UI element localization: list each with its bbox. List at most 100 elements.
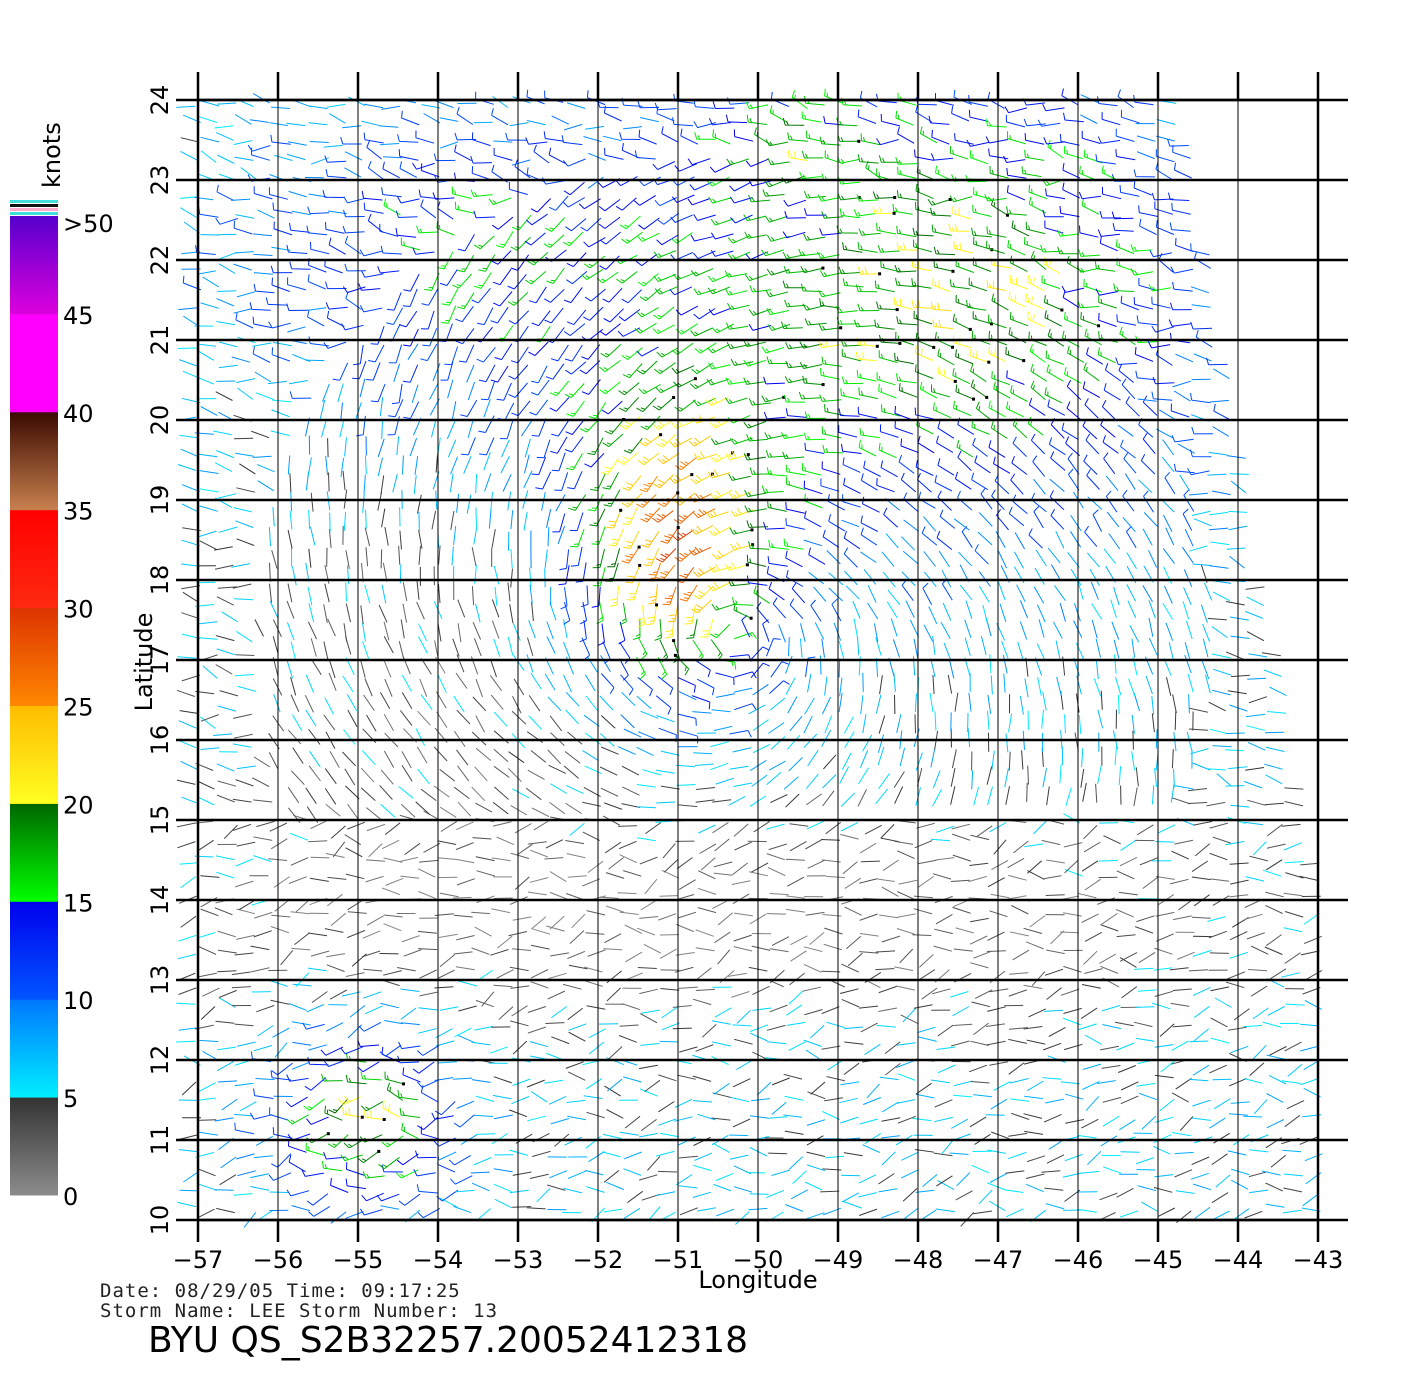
- wind-barb: [507, 582, 511, 602]
- wind-barb: [684, 604, 696, 625]
- wind-barb: [821, 970, 841, 973]
- wind-barb: [423, 842, 441, 853]
- wind-barb: [310, 950, 330, 957]
- wind-barb: [511, 710, 527, 725]
- wind-barb: [643, 943, 662, 954]
- wind-barb: [1173, 732, 1177, 752]
- wind-barb: [1181, 546, 1194, 564]
- wind-barb: [678, 804, 698, 808]
- wind-barb: [1245, 876, 1265, 882]
- wind-barb: [799, 341, 823, 349]
- wind-barb: [1266, 1119, 1285, 1129]
- wind-barb: [453, 695, 465, 713]
- wind-barb: [1202, 623, 1210, 642]
- wind-barb: [307, 307, 327, 311]
- rain-flag: [821, 383, 825, 387]
- wind-barb: [490, 306, 509, 324]
- wind-barb: [606, 510, 622, 529]
- wind-barb: [606, 1181, 624, 1190]
- wind-barb: [326, 1022, 344, 1032]
- wind-barb: [329, 113, 346, 124]
- wind-barb: [197, 343, 217, 347]
- wind-barb: [1190, 1172, 1209, 1180]
- wind-barb: [896, 316, 918, 326]
- wind-barb: [547, 990, 566, 1000]
- wind-barb: [307, 967, 327, 972]
- wind-barb: [269, 583, 272, 603]
- wind-barb: [449, 473, 454, 493]
- wind-barb: [197, 1168, 216, 1177]
- wind-barb: [743, 359, 766, 367]
- wind-barb: [978, 512, 993, 527]
- wind-barb: [234, 674, 255, 677]
- colorbar-bands: [10, 216, 58, 1196]
- wind-barb: [1045, 350, 1064, 365]
- wind-barb: [877, 734, 885, 753]
- wind-barb: [662, 843, 676, 859]
- wind-barb: [652, 418, 675, 430]
- wind-barb: [420, 694, 433, 710]
- wind-barb: [656, 433, 677, 448]
- wind-barb: [332, 841, 346, 858]
- wind-barb: [792, 1170, 807, 1185]
- wind-barb: [1281, 823, 1301, 827]
- wind-barb: [234, 952, 254, 956]
- wind-barb: [508, 182, 528, 195]
- wind-barb: [511, 1005, 528, 1017]
- wind-barb: [1281, 972, 1300, 978]
- wind-barb: [799, 638, 803, 658]
- wind-barb: [660, 527, 679, 544]
- wind-barb: [400, 710, 413, 726]
- wind-barb: [969, 1116, 987, 1128]
- wind-barb: [583, 136, 602, 143]
- y-tick-label: 12: [146, 1045, 174, 1076]
- wind-barb: [843, 547, 858, 568]
- wind-barb: [565, 361, 587, 375]
- wind-barb: [1162, 602, 1174, 620]
- wind-barb: [327, 210, 347, 215]
- wind-barb: [401, 1122, 419, 1140]
- wind-barb: [803, 191, 826, 199]
- wind-barb: [1142, 585, 1153, 603]
- wind-barb: [484, 473, 492, 492]
- wind-barb: [1250, 985, 1268, 997]
- wind-barb: [176, 689, 195, 697]
- wind-barb: [749, 646, 770, 662]
- wind-barb: [250, 1186, 270, 1191]
- wind-barb: [966, 139, 990, 147]
- wind-barb: [639, 1088, 658, 1097]
- wind-barb: [291, 770, 305, 786]
- wind-barb: [198, 530, 217, 538]
- wind-barb: [1028, 528, 1043, 549]
- wind-barb: [294, 932, 310, 945]
- wind-barb: [748, 323, 772, 331]
- wind-barb: [235, 880, 254, 888]
- wind-barb: [379, 143, 399, 146]
- wind-barb: [619, 397, 639, 412]
- wind-barb: [1245, 610, 1264, 619]
- wind-barb: [287, 455, 291, 475]
- wind-barb: [456, 1100, 475, 1109]
- wind-barb: [637, 967, 657, 969]
- wind-barb: [656, 715, 675, 723]
- wind-barb: [806, 793, 822, 806]
- wind-barb: [1048, 1026, 1066, 1037]
- wind-barb: [840, 792, 855, 807]
- wind-barb: [913, 239, 933, 253]
- date-time-line: Date: 08/29/05 Time: 09:17:25: [100, 1280, 461, 1302]
- wind-barb: [711, 1020, 731, 1025]
- wind-barb: [1155, 149, 1175, 163]
- wind-barb: [895, 110, 914, 126]
- wind-barb: [766, 771, 782, 785]
- wind-barb: [859, 842, 877, 854]
- wind-barb: [786, 1021, 806, 1026]
- wind-barb: [200, 1006, 216, 1020]
- wind-barb: [766, 853, 785, 861]
- wind-barb: [1282, 1209, 1302, 1214]
- wind-barb: [1028, 1008, 1047, 1018]
- wind-barb: [567, 875, 587, 878]
- wind-barb: [730, 508, 754, 517]
- wind-barb: [1119, 856, 1138, 867]
- wind-barb: [200, 716, 216, 729]
- wind-barb: [198, 1183, 218, 1191]
